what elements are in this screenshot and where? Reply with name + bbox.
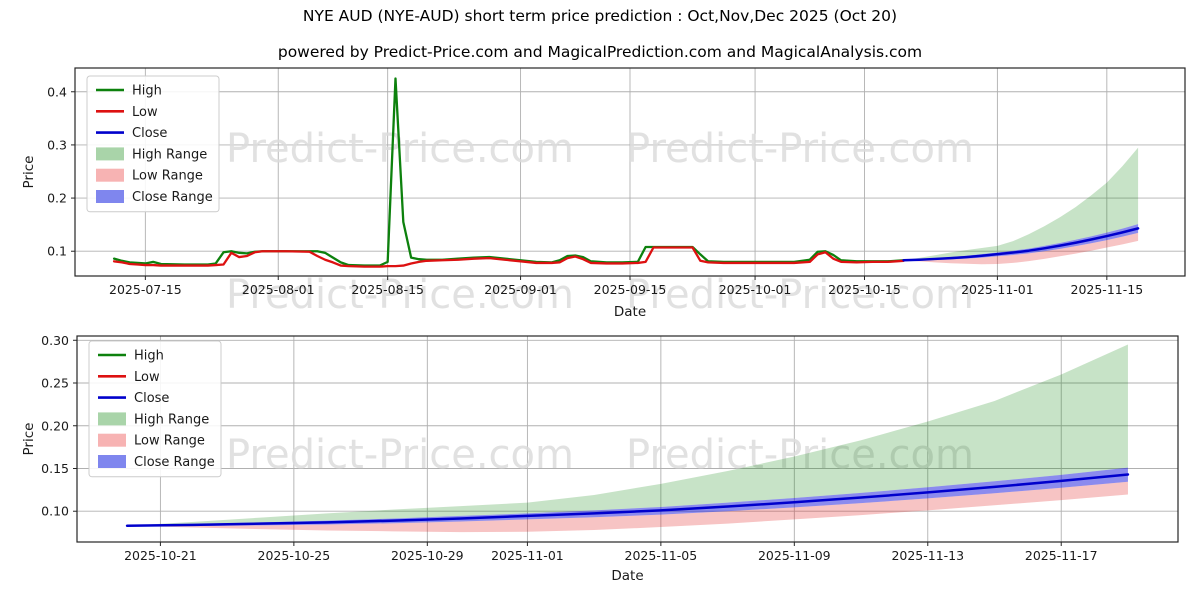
- page-title: NYE AUD (NYE-AUD) short term price predi…: [302, 7, 898, 25]
- legend-label: High Range: [132, 147, 207, 162]
- low-range-band: [127, 481, 1128, 533]
- close-range-band: [127, 467, 1128, 527]
- price-chart-bottom: Predict-Price.com Predict-Price.com 2025-1…: [21, 333, 1179, 584]
- y-tick-label: 0.30: [41, 333, 69, 348]
- legend-label: Low Range: [134, 434, 205, 449]
- x-tick-label: 2025-07-15: [109, 282, 182, 297]
- legend-label: High: [134, 349, 164, 364]
- y-tick-label: 0.1: [47, 244, 67, 259]
- low-range-legend-swatch: [96, 168, 124, 182]
- low-range-band: [903, 232, 1139, 265]
- x-tick-label: 2025-10-21: [124, 548, 197, 563]
- y-tick-label: 0.20: [41, 418, 69, 433]
- watermark-text: Predict-Price.com: [226, 272, 574, 318]
- y-tick-label: 0.4: [47, 84, 67, 99]
- legend-label: Low: [134, 370, 160, 385]
- high-range-band: [903, 147, 1139, 261]
- y-tick-label: 0.2: [47, 191, 67, 206]
- x-tick-label: 2025-11-01: [961, 282, 1034, 297]
- x-tick-label: 2025-09-15: [594, 282, 667, 297]
- y-tick-label: 0.25: [41, 376, 69, 391]
- close-range-band: [903, 224, 1139, 261]
- x-tick-label: 2025-10-25: [258, 548, 331, 563]
- page-subtitle: powered by Predict-Price.com and Magical…: [277, 43, 923, 61]
- watermark-text: Predict-Price.com: [626, 272, 974, 318]
- close-line: [902, 227, 1140, 262]
- y-tick-label: 0.3: [47, 137, 67, 152]
- x-tick-label: 2025-11-15: [1071, 282, 1144, 297]
- high-range-legend-swatch: [96, 147, 124, 161]
- high-range-band: [127, 344, 1128, 526]
- plot-border: [76, 335, 1179, 543]
- legend-label: High Range: [134, 412, 209, 427]
- close-range-legend-swatch: [98, 455, 126, 468]
- legend-label: Low: [132, 105, 158, 120]
- y-tick-label: 0.15: [41, 461, 69, 476]
- legend: High Low Close High Range Low Range Close Ran…: [86, 75, 220, 213]
- high-range-legend-swatch: [98, 412, 126, 426]
- close-line: [125, 473, 1130, 528]
- x-tick-label: 2025-11-13: [891, 548, 964, 563]
- x-tick-label: 2025-08-01: [242, 282, 315, 297]
- legend: High Low Close High Range Low Range Close Ran…: [88, 340, 222, 478]
- x-tick-label: 2025-11-05: [625, 548, 698, 563]
- low-line: [112, 246, 905, 268]
- y-axis-label: Price: [21, 156, 37, 189]
- x-tick-label: 2025-11-09: [758, 548, 831, 563]
- watermark-text: Predict-Price.com: [226, 432, 574, 478]
- watermark-text: Predict-Price.com: [626, 126, 974, 172]
- low-range-legend-swatch: [98, 433, 126, 447]
- legend-label: Low Range: [132, 169, 203, 184]
- legend-label: Close: [132, 126, 167, 141]
- x-tick-label: 2025-08-15: [351, 282, 424, 297]
- legend-label: High: [132, 84, 162, 99]
- y-axis-label: Price: [21, 423, 37, 456]
- high-line: [112, 77, 905, 267]
- x-tick-label: 2025-10-01: [719, 282, 792, 297]
- x-tick-label: 2025-11-17: [1025, 548, 1098, 563]
- x-axis-label: Date: [611, 568, 643, 584]
- watermark-text: Predict-Price.com: [626, 432, 974, 478]
- y-tick-label: 0.10: [41, 504, 69, 519]
- x-axis-label: Date: [614, 304, 646, 320]
- x-tick-label: 2025-11-01: [491, 548, 564, 563]
- legend-label: Close Range: [132, 190, 213, 205]
- price-chart-top: Predict-Price.com Predict-Price.com Predic…: [21, 67, 1186, 320]
- x-tick-label: 2025-09-01: [484, 282, 557, 297]
- x-tick-label: 2025-10-29: [391, 548, 464, 563]
- legend-label: Close: [134, 391, 169, 406]
- close-range-legend-swatch: [96, 190, 124, 203]
- legend-label: Close Range: [134, 455, 215, 470]
- x-tick-label: 2025-10-15: [828, 282, 901, 297]
